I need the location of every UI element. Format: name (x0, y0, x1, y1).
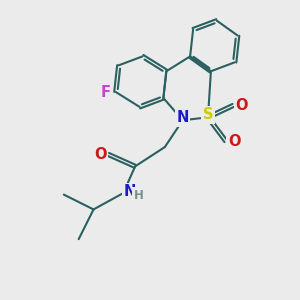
Text: O: O (94, 147, 106, 162)
Text: H: H (134, 189, 144, 202)
Text: S: S (203, 107, 213, 122)
Text: O: O (228, 134, 240, 148)
Text: N: N (176, 110, 189, 125)
Text: F: F (100, 85, 110, 100)
Text: O: O (235, 98, 248, 113)
Text: N: N (124, 184, 136, 199)
